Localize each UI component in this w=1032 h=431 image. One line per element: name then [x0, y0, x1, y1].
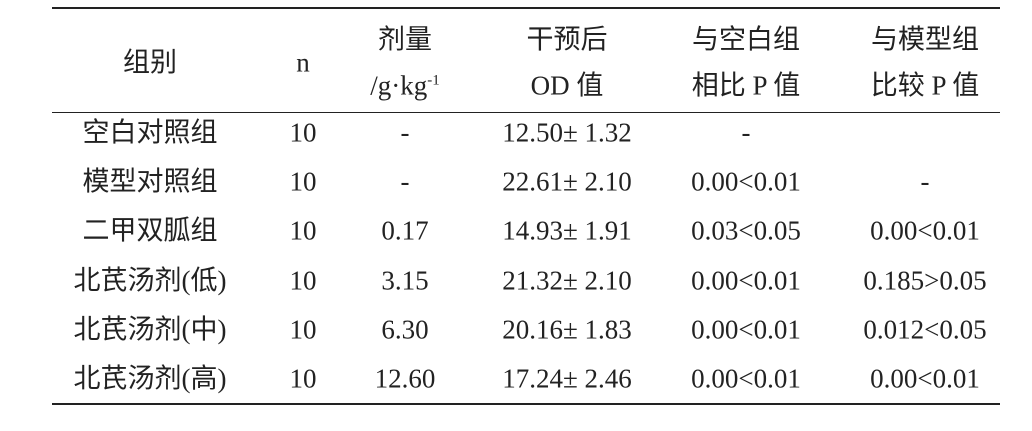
- table-cell: 北芪汤剂(低): [73, 265, 227, 296]
- header-cell: 与模型组: [871, 24, 979, 55]
- table-cell: 22.61± 2.10: [502, 166, 632, 197]
- table-cell: -: [741, 117, 751, 148]
- table-cell: 0.17: [381, 215, 429, 246]
- header-cell: OD 值: [530, 70, 604, 101]
- table-cell: -: [920, 166, 930, 197]
- top-rule: [52, 7, 1000, 9]
- table-cell: 10: [289, 166, 317, 197]
- table-cell: 10: [289, 265, 317, 296]
- table-cell: 0.012<0.05: [863, 314, 987, 345]
- table-cell: 0.00<0.01: [691, 363, 801, 394]
- unit-superscript: -1: [427, 72, 440, 89]
- table-cell: 10: [289, 215, 317, 246]
- table-cell: 0.185>0.05: [863, 265, 987, 296]
- table-cell: 二甲双胍组: [82, 215, 218, 246]
- table-cell: 0.03<0.05: [691, 215, 801, 246]
- header-cell: 与空白组: [692, 24, 800, 55]
- table-cell: 0.00<0.01: [691, 314, 801, 345]
- table-cell: 21.32± 2.10: [502, 265, 632, 296]
- table-cell: 10: [289, 363, 317, 394]
- bottom-rule: [52, 403, 1000, 405]
- header-cell: 相比 P 值: [691, 70, 801, 101]
- table-cell: 10: [289, 314, 317, 345]
- table-cell: 12.60: [374, 363, 436, 394]
- table-cell: 10: [289, 117, 317, 148]
- table-cell: 空白对照组: [82, 117, 218, 148]
- header-cell: 干预后: [526, 24, 608, 55]
- table-cell: -: [400, 117, 410, 148]
- table-cell: 北芪汤剂(高): [73, 363, 227, 394]
- table-cell: -: [400, 166, 410, 197]
- table-cell: 20.16± 1.83: [502, 314, 632, 345]
- table-cell: 北芪汤剂(中): [73, 314, 227, 345]
- table-cell: 0.00<0.01: [870, 363, 980, 394]
- table-cell: 12.50± 1.32: [502, 117, 632, 148]
- table-cell: 模型对照组: [82, 166, 218, 197]
- table-cell: 3.15: [381, 265, 429, 296]
- header-cell: 组别: [123, 47, 177, 78]
- table-cell: 0.00<0.01: [691, 265, 801, 296]
- header-rule: [52, 112, 1000, 113]
- table-cell: 17.24± 2.46: [502, 363, 632, 394]
- header-cell: 剂量: [378, 24, 432, 55]
- header-cell: n: [296, 47, 310, 78]
- table-cell: 14.93± 1.91: [502, 215, 632, 246]
- table-cell: 0.00<0.01: [691, 166, 801, 197]
- table-cell: 0.00<0.01: [870, 215, 980, 246]
- header-cell: /g·kg-1: [370, 70, 440, 101]
- header-cell: 比较 P 值: [870, 70, 980, 101]
- table-cell: 6.30: [381, 314, 429, 345]
